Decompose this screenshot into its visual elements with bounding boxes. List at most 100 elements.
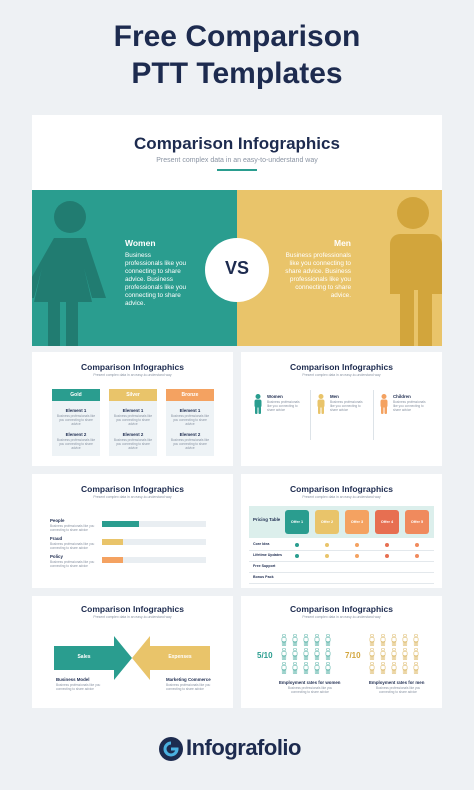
item-desc: Business professionals like you connecti… [287,686,333,694]
person-icon [292,634,298,646]
thumb-pricing: Comparison Infographics Present complex … [241,474,442,588]
hero-card: Comparison Infographics Present complex … [32,115,442,346]
person-icon [314,634,320,646]
thumb-columns: Comparison Infographics Present complex … [32,352,233,466]
brand: Infografolio [186,735,301,760]
person-icon [380,662,386,674]
bar-track [102,539,206,545]
hero-title: Comparison Infographics [134,134,340,153]
person-icon [292,662,298,674]
person-icon [314,648,320,660]
bar [102,539,123,545]
thumb-title: Comparison Infographics [290,484,393,494]
row-line [249,583,434,584]
column-body [52,400,100,456]
row-name: People [50,518,65,523]
person-icon [303,662,309,674]
vs: VS [224,258,249,278]
thumb-subtitle: Present complex data in an easy-to-under… [302,373,381,377]
check-dot [325,554,329,558]
item-desc: Business professionals like you connecti… [330,400,363,412]
person-icon [369,648,375,660]
item-desc: Business professionals like you connecti… [375,686,421,694]
thumb-title: Comparison Infographics [81,604,184,614]
title-line: PTT Templates [131,57,343,90]
row-desc: Business professionals like you connecti… [50,560,95,568]
check-dot [325,543,329,547]
row-line [249,572,434,573]
person-icon [380,648,386,660]
check-dot [385,543,389,547]
person-icon [317,394,325,414]
row-label: Lifetime Updates [253,553,282,557]
item-name: Employment rates for men [369,680,425,685]
hero-subtitle: Present complex data in an easy-to-under… [156,157,318,164]
right-label: Men [334,238,351,248]
divider [310,390,311,440]
offer: Offer 4 [375,510,399,534]
thumb-title: Comparison Infographics [290,604,393,614]
row-desc: Business professionals like you connecti… [50,524,95,532]
item-desc: Business professionals like you connecti… [267,400,300,412]
check-dot [295,543,299,547]
offer: Offer 3 [345,510,369,534]
person-icon [281,634,287,646]
column-header: Silver [109,389,157,401]
row-line [249,550,434,551]
item-name: Children [393,394,411,399]
person-icon [380,394,388,414]
item-desc: Business professionals like you connecti… [56,414,96,426]
person-icon [254,394,262,414]
item-desc: Business professionals like you connecti… [170,414,210,426]
person-icon [325,634,331,646]
thumb-rates: Comparison Infographics Present complex … [241,596,442,708]
check-dot [355,543,359,547]
item-desc: Business professionals like you connecti… [393,400,426,412]
bar [102,557,123,563]
item-desc: Business professionals like you connecti… [56,438,96,450]
row-desc: Business professionals like you connecti… [50,542,95,550]
arrow-right [54,636,132,680]
person-icon [325,648,331,660]
item-desc: Business professionals like you connecti… [56,683,101,691]
bar [102,521,140,527]
item-desc: Business professionals like you connecti… [113,414,153,426]
thumb-subtitle: Present complex data in an easy-to-under… [93,615,172,619]
arrows [54,636,210,680]
hero-art [32,197,442,346]
page-title: Free Comparison PTT Templates [0,18,474,92]
person-icon [402,648,408,660]
arrow-left [132,636,210,680]
vs-circle [205,238,269,302]
thumb-title: Comparison Infographics [290,362,393,372]
person-icon [314,662,320,674]
thumb-subtitle: Present complex data in an easy-to-under… [302,615,381,619]
row-label: Bonus Pack [253,575,274,579]
item-name: Element 1 [122,408,144,413]
right-text: Business professionals like you connecti… [285,252,351,299]
item-name: Employment rates for women [279,680,341,685]
rate: 7/10 [345,651,361,660]
check-dot [415,543,419,547]
item-desc: Business professionals like you connecti… [113,438,153,450]
check-dot [295,554,299,558]
column-header: Gold [52,389,100,401]
item-name: Men [330,394,339,399]
item-name: Marketing Commerce [166,677,211,682]
person-icon [369,662,375,674]
thumb-bars: Comparison Infographics Present complex … [32,474,233,588]
item-name: Women [267,394,283,399]
woman-silhouette [32,201,106,346]
left-label: Women [125,238,156,248]
offer: Offer 1 [285,510,309,534]
thumb-subtitle: Present complex data in an easy-to-under… [302,495,381,499]
person-icon [325,662,331,674]
item-name: Element 2 [65,432,87,437]
person-icon [281,662,287,674]
table-label: Pricing Table [253,517,281,522]
arrow-label: Sales [77,654,91,660]
person-icon [391,662,397,674]
item-name: Element 1 [65,408,87,413]
item-name: Element 2 [179,432,201,437]
